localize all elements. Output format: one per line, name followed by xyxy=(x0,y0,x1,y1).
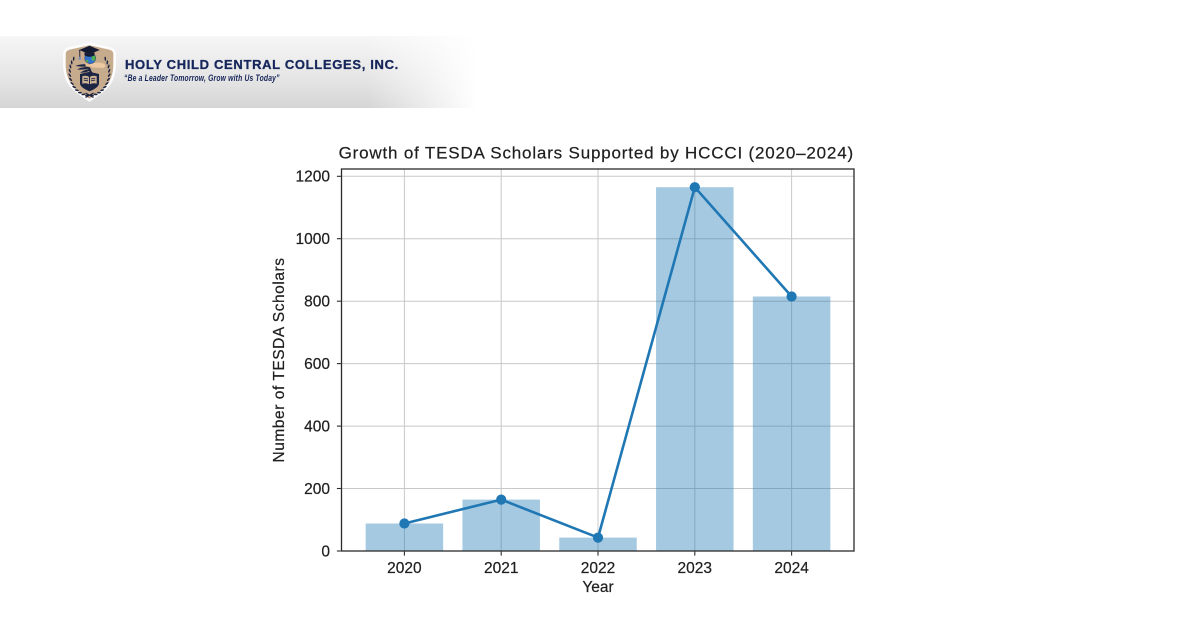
svg-text:2023: 2023 xyxy=(678,560,712,577)
svg-text:2020: 2020 xyxy=(387,560,422,577)
svg-text:0: 0 xyxy=(321,543,330,560)
svg-text:Growth of TESDA Scholars Suppo: Growth of TESDA Scholars Supported by HC… xyxy=(339,144,854,163)
svg-text:400: 400 xyxy=(304,419,330,436)
svg-text:Number of TESDA Scholars: Number of TESDA Scholars xyxy=(271,257,288,462)
svg-text:1000: 1000 xyxy=(296,231,331,248)
svg-text:200: 200 xyxy=(304,481,330,498)
svg-text:600: 600 xyxy=(304,356,330,373)
svg-text:2021: 2021 xyxy=(484,560,518,577)
svg-text:2022: 2022 xyxy=(581,560,615,577)
svg-text:800: 800 xyxy=(304,294,330,311)
svg-text:2024: 2024 xyxy=(774,560,809,577)
svg-text:Year: Year xyxy=(582,579,613,596)
svg-text:1200: 1200 xyxy=(296,169,331,186)
